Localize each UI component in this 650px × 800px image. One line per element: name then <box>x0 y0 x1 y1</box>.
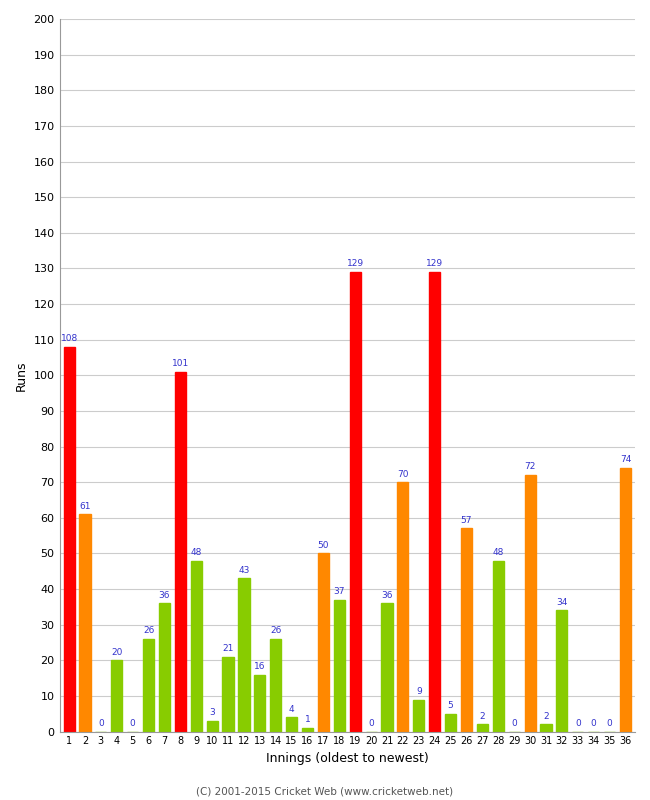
Text: 129: 129 <box>346 259 364 269</box>
Bar <box>540 725 552 731</box>
Text: 36: 36 <box>159 590 170 600</box>
Bar <box>79 514 90 731</box>
Bar <box>333 600 345 731</box>
Bar <box>397 482 408 731</box>
Bar <box>302 728 313 731</box>
Text: 34: 34 <box>556 598 567 607</box>
Text: 5: 5 <box>448 702 454 710</box>
Text: 37: 37 <box>333 587 345 596</box>
Bar <box>318 554 329 731</box>
Text: 74: 74 <box>619 455 631 464</box>
Bar <box>286 718 297 731</box>
Bar <box>222 657 233 731</box>
Text: 0: 0 <box>369 719 374 728</box>
Text: 48: 48 <box>493 548 504 557</box>
Bar <box>159 603 170 731</box>
Bar <box>382 603 393 731</box>
Text: (C) 2001-2015 Cricket Web (www.cricketweb.net): (C) 2001-2015 Cricket Web (www.cricketwe… <box>196 786 454 796</box>
Text: 0: 0 <box>606 719 612 728</box>
Bar <box>493 561 504 731</box>
Bar <box>525 475 536 731</box>
Bar <box>350 272 361 731</box>
Text: 20: 20 <box>111 648 122 657</box>
Bar <box>190 561 202 731</box>
Text: 26: 26 <box>270 626 281 635</box>
Text: 26: 26 <box>143 626 154 635</box>
X-axis label: Innings (oldest to newest): Innings (oldest to newest) <box>266 752 428 765</box>
Text: 4: 4 <box>289 705 294 714</box>
Text: 3: 3 <box>209 708 215 718</box>
Text: 2: 2 <box>543 712 549 721</box>
Text: 0: 0 <box>130 719 136 728</box>
Text: 61: 61 <box>79 502 91 510</box>
Text: 43: 43 <box>239 566 250 575</box>
Bar <box>445 714 456 731</box>
Bar <box>461 529 472 731</box>
Y-axis label: Runs: Runs <box>15 360 28 390</box>
Text: 50: 50 <box>318 541 329 550</box>
Bar <box>207 721 218 731</box>
Text: 57: 57 <box>461 516 473 525</box>
Text: 36: 36 <box>382 590 393 600</box>
Bar <box>477 725 488 731</box>
Text: 48: 48 <box>190 548 202 557</box>
Text: 2: 2 <box>480 712 485 721</box>
Text: 70: 70 <box>397 470 409 478</box>
Bar <box>64 346 75 731</box>
Bar <box>175 372 186 731</box>
Bar <box>429 272 440 731</box>
Bar <box>239 578 250 731</box>
Bar <box>556 610 567 731</box>
Bar <box>270 639 281 731</box>
Text: 9: 9 <box>416 687 422 696</box>
Bar <box>143 639 154 731</box>
Text: 0: 0 <box>98 719 104 728</box>
Bar <box>620 468 631 731</box>
Text: 101: 101 <box>172 359 189 368</box>
Text: 72: 72 <box>525 462 536 471</box>
Text: 1: 1 <box>305 715 311 725</box>
Bar <box>413 699 424 731</box>
Text: 129: 129 <box>426 259 443 269</box>
Text: 0: 0 <box>575 719 580 728</box>
Text: 0: 0 <box>512 719 517 728</box>
Text: 0: 0 <box>591 719 597 728</box>
Text: 108: 108 <box>60 334 78 343</box>
Text: 21: 21 <box>222 644 234 653</box>
Text: 16: 16 <box>254 662 266 671</box>
Bar <box>254 674 265 731</box>
Bar <box>111 660 122 731</box>
